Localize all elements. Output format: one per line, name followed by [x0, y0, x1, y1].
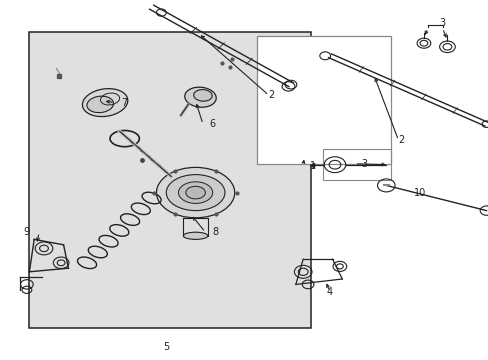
Text: 2: 2: [268, 90, 274, 100]
Text: 4: 4: [326, 287, 332, 297]
Ellipse shape: [183, 232, 207, 239]
Text: 7: 7: [122, 98, 127, 108]
Text: 8: 8: [212, 227, 218, 237]
Ellipse shape: [156, 167, 234, 218]
Text: 2: 2: [397, 135, 403, 145]
Text: 10: 10: [413, 188, 426, 198]
Text: 6: 6: [209, 119, 215, 129]
Ellipse shape: [193, 90, 212, 101]
Text: 1: 1: [309, 161, 315, 171]
Bar: [322, 149, 390, 180]
Text: 5: 5: [163, 342, 169, 352]
Text: 3: 3: [361, 159, 366, 169]
Ellipse shape: [184, 87, 216, 107]
Ellipse shape: [82, 89, 127, 117]
Text: 9: 9: [24, 227, 30, 237]
Ellipse shape: [87, 96, 113, 113]
Bar: [256, 36, 390, 164]
Bar: [29, 32, 310, 328]
Ellipse shape: [185, 186, 205, 199]
Ellipse shape: [178, 182, 212, 203]
Ellipse shape: [166, 175, 224, 211]
Text: 3: 3: [439, 18, 445, 28]
